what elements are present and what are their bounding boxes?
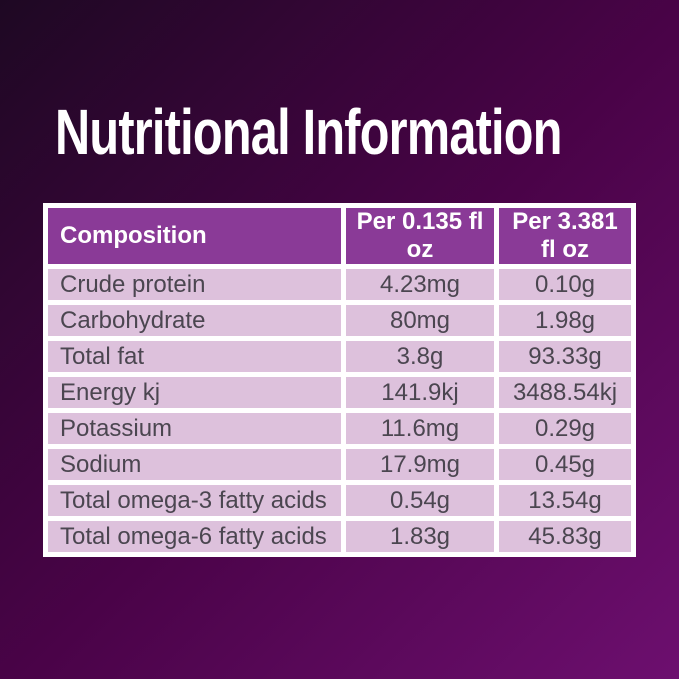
table-row: Crude protein 4.23mg 0.10g <box>48 269 631 300</box>
table-row: Carbohydrate 80mg 1.98g <box>48 305 631 336</box>
row-value-per-3381-floz: 13.54g <box>499 485 631 516</box>
row-value-per-3381-floz: 93.33g <box>499 341 631 372</box>
row-value-per-0135-floz: 3.8g <box>346 341 494 372</box>
row-value-per-3381-floz: 0.45g <box>499 449 631 480</box>
header-composition: Composition <box>48 208 341 264</box>
row-value-per-3381-floz: 1.98g <box>499 305 631 336</box>
header-row: Composition Per 0.135 fl oz Per 3.381 fl… <box>48 208 631 264</box>
page-title: Nutritional Information <box>55 96 562 168</box>
row-value-per-0135-floz: 11.6mg <box>346 413 494 444</box>
row-value-per-3381-floz: 3488.54kj <box>499 377 631 408</box>
table-row: Potassium 11.6mg 0.29g <box>48 413 631 444</box>
row-value-per-0135-floz: 4.23mg <box>346 269 494 300</box>
row-label: Crude protein <box>48 269 341 300</box>
row-label: Total omega-3 fatty acids <box>48 485 341 516</box>
row-value-per-3381-floz: 0.29g <box>499 413 631 444</box>
table-header: Composition Per 0.135 fl oz Per 3.381 fl… <box>48 208 631 264</box>
table-body: Crude protein 4.23mg 0.10g Carbohydrate 80mg… <box>48 269 631 552</box>
header-per-large-serving: Per 3.381 fl oz <box>499 208 631 264</box>
row-value-per-3381-floz: 0.10g <box>499 269 631 300</box>
nutrition-table: Composition Per 0.135 fl oz Per 3.381 fl… <box>43 203 636 557</box>
header-per-small-serving: Per 0.135 fl oz <box>346 208 494 264</box>
table-row: Total fat 3.8g 93.33g <box>48 341 631 372</box>
row-label: Energy kj <box>48 377 341 408</box>
row-label: Total fat <box>48 341 341 372</box>
row-label: Potassium <box>48 413 341 444</box>
row-label: Carbohydrate <box>48 305 341 336</box>
row-value-per-0135-floz: 1.83g <box>346 521 494 552</box>
row-value-per-3381-floz: 45.83g <box>499 521 631 552</box>
row-value-per-0135-floz: 0.54g <box>346 485 494 516</box>
row-value-per-0135-floz: 17.9mg <box>346 449 494 480</box>
row-value-per-0135-floz: 80mg <box>346 305 494 336</box>
row-value-per-0135-floz: 141.9kj <box>346 377 494 408</box>
table-row: Total omega-3 fatty acids 0.54g 13.54g <box>48 485 631 516</box>
table-row: Energy kj 141.9kj 3488.54kj <box>48 377 631 408</box>
table-row: Sodium 17.9mg 0.45g <box>48 449 631 480</box>
row-label: Sodium <box>48 449 341 480</box>
table-row: Total omega-6 fatty acids 1.83g 45.83g <box>48 521 631 552</box>
row-label: Total omega-6 fatty acids <box>48 521 341 552</box>
